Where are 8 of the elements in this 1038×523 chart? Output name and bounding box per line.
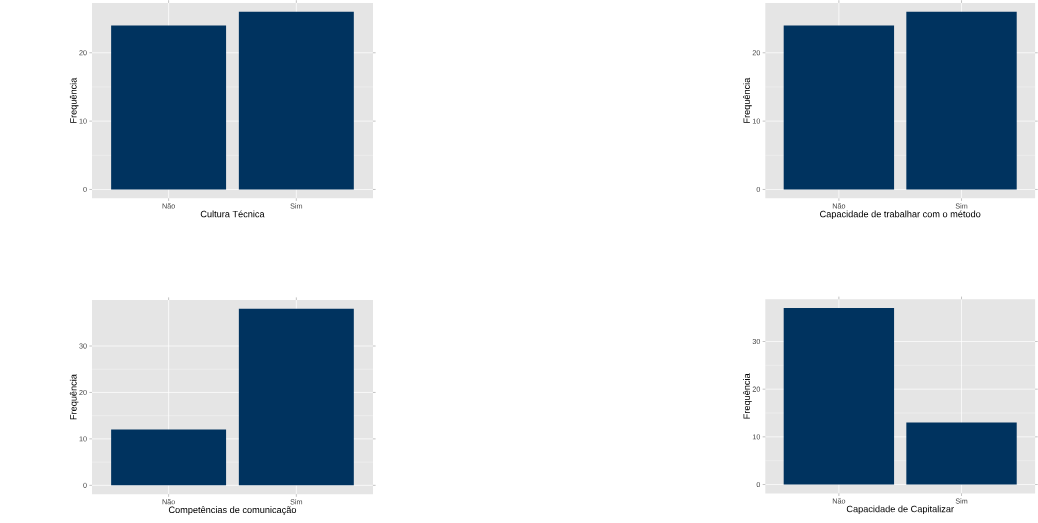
- x-axis-title: Capacidade de Capitalizar: [846, 505, 954, 515]
- x-axis-title: Cultura Técnica: [200, 210, 265, 218]
- y-axis-title: Frequência: [69, 77, 79, 123]
- y-axis-title: Frequência: [69, 374, 79, 420]
- y-axis-title: Frequência: [743, 373, 752, 419]
- x-axis-title: Competências de comunicação: [168, 506, 297, 515]
- x-axis-title: Capacidade de trabalhar com o método: [820, 210, 981, 220]
- y-axis-title: Frequência: [743, 77, 752, 123]
